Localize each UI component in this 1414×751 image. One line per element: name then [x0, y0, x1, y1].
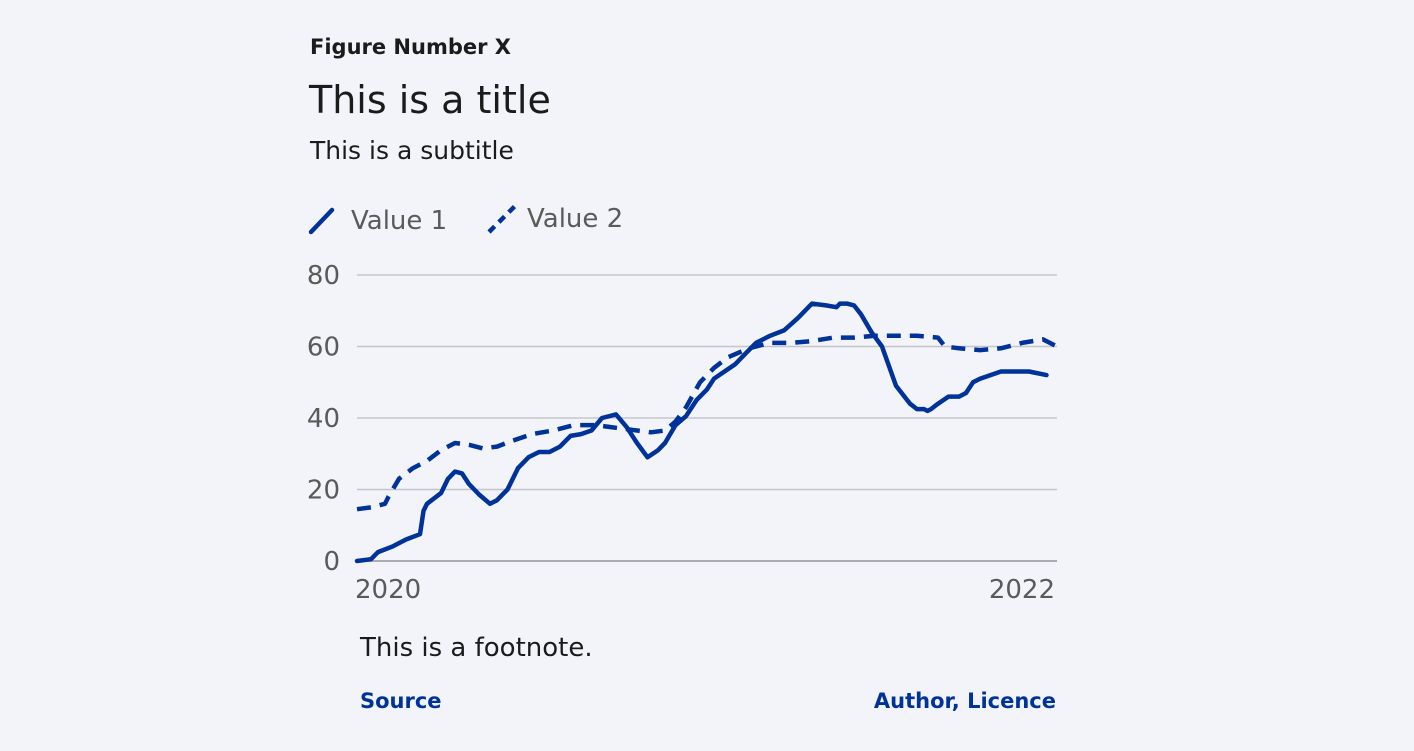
legend-label-value-2: Value 2	[527, 204, 623, 234]
figure-number: Figure Number X	[310, 35, 511, 59]
legend-swatch-value-2	[487, 202, 519, 234]
y-tick-label-80: 80	[307, 261, 340, 291]
y-tick-label-0: 0	[323, 547, 340, 577]
footnote: This is a footnote.	[360, 633, 593, 663]
y-tick-label-40: 40	[307, 404, 340, 434]
chart-subtitle: This is a subtitle	[310, 136, 514, 165]
x-tick-label-end: 2022	[989, 575, 1055, 605]
author-licence-link[interactable]: Author, Licence	[873, 689, 1056, 713]
y-tick-label-60: 60	[307, 333, 340, 363]
x-tick-label-start: 2020	[355, 575, 421, 605]
chart-title: This is a title	[309, 78, 551, 122]
source-link[interactable]: Source	[360, 689, 442, 713]
legend-swatch-value-1	[308, 207, 335, 235]
series-line-value-1	[354, 301, 1049, 564]
series-line-value-2	[356, 333, 1059, 512]
chart-legend: Value 1 Value 2	[308, 202, 623, 236]
y-tick-label-20: 20	[307, 476, 340, 506]
legend-label-value-1: Value 1	[351, 206, 447, 236]
